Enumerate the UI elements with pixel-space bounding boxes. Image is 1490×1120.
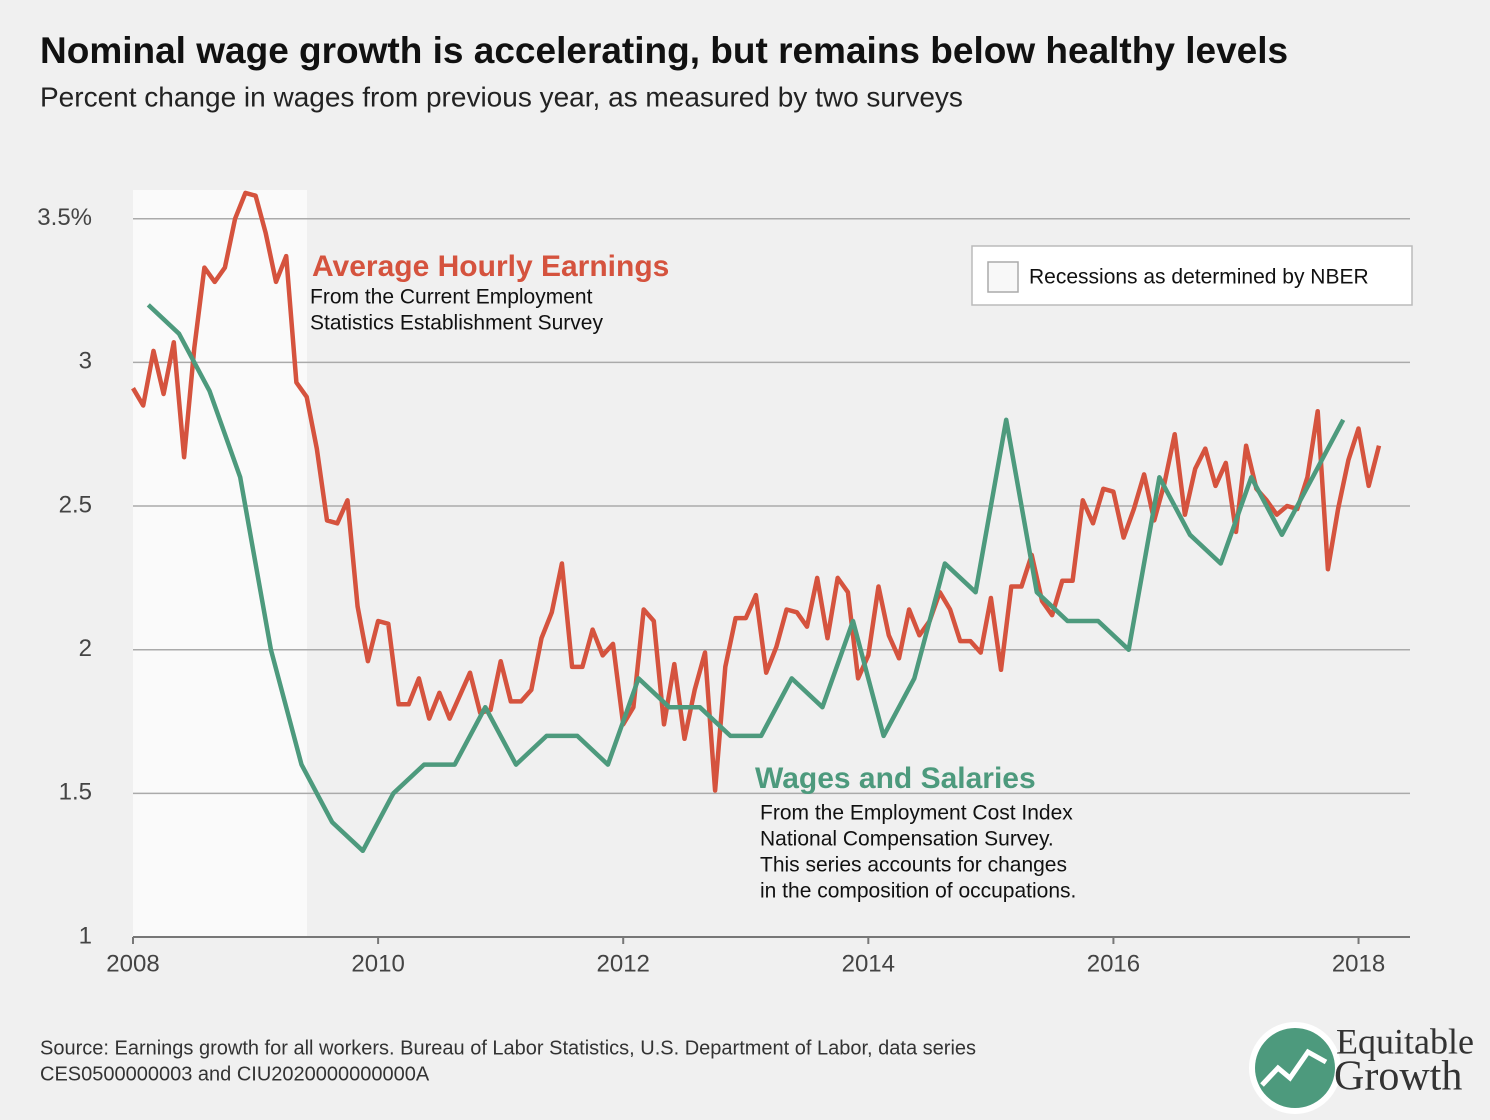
series-label: Wages and Salaries bbox=[755, 762, 1036, 795]
x-tick-label: 2016 bbox=[1087, 950, 1140, 977]
chart-subtitle: Percent change in wages from previous ye… bbox=[40, 81, 963, 112]
x-tick-label: 2010 bbox=[351, 950, 404, 977]
series-line bbox=[131, 190, 1382, 793]
legend-swatch bbox=[987, 261, 1019, 293]
x-tick-label: 2018 bbox=[1332, 950, 1385, 977]
logo: Equitable Growth bbox=[1249, 1021, 1474, 1114]
source-note: CES0500000003 and CIU2020000000000A bbox=[40, 1063, 430, 1085]
series-line bbox=[146, 303, 1346, 854]
legend: Recessions as determined by NBER bbox=[971, 245, 1413, 306]
series-note: From the Current Employment bbox=[310, 286, 593, 309]
logo-zigzag bbox=[1260, 1048, 1328, 1087]
x-tick-label: 2012 bbox=[597, 950, 650, 977]
x-tick-label: 2014 bbox=[842, 950, 895, 977]
series-note: This series accounts for changes bbox=[760, 854, 1067, 877]
plot-underlay: 1 1.5 2 2.5 3 3.5% 2008 2010 2012 2014 2016 2018 Ave… bbox=[37, 190, 1410, 977]
series-note: Statistics Establishment Survey bbox=[310, 312, 603, 335]
y-tick-label: 2.5 bbox=[59, 491, 92, 518]
y-tick-label: 1.5 bbox=[59, 779, 92, 806]
legend-box bbox=[971, 245, 1413, 306]
y-tick-label: 3 bbox=[79, 348, 92, 375]
recession-band bbox=[133, 190, 308, 937]
x-tick-label: 2008 bbox=[106, 950, 159, 977]
legend-label: Recessions as determined by NBER bbox=[1029, 266, 1369, 289]
y-tick-label: 2 bbox=[79, 635, 92, 662]
logo-text: Equitable bbox=[1336, 1021, 1474, 1061]
series-note: National Compensation Survey. bbox=[760, 828, 1054, 851]
series-label: Average Hourly Earnings bbox=[312, 250, 669, 283]
series-note: From the Employment Cost Index bbox=[760, 802, 1073, 825]
chart-title: Nominal wage growth is accelerating, but… bbox=[40, 30, 1288, 71]
series-note: in the composition of occupations. bbox=[760, 880, 1076, 903]
y-tick-label: 3.5% bbox=[37, 204, 92, 231]
y-tick-label: 1 bbox=[79, 922, 92, 949]
source-note: Source: Earnings growth for all workers.… bbox=[40, 1037, 976, 1059]
logo-text: Growth bbox=[1334, 1054, 1462, 1100]
